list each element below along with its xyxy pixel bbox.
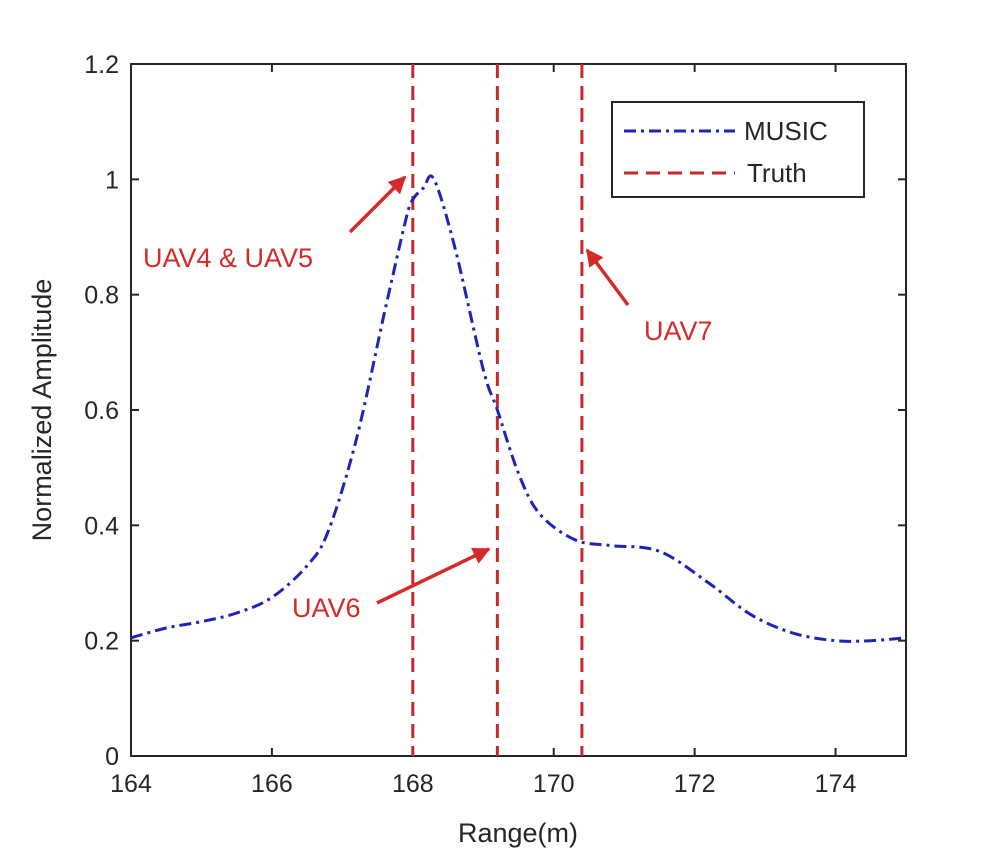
annotation-label-uav7: UAV7 [644,316,713,346]
annotation-arrow-uav6 [376,547,491,605]
x-tick-label: 172 [674,770,716,798]
axis-ticks [130,63,906,757]
y-tick-labels: 0 0.2 0.4 0.6 0.8 1 1.2 [84,51,119,771]
legend: MUSIC Truth [611,101,865,198]
y-tick-label: 1 [105,166,119,194]
legend-truth-label: Truth [747,158,807,188]
legend-box [611,101,865,198]
y-tick-label: 0.2 [84,628,119,656]
x-tick-label: 166 [251,770,293,798]
annotation-label-uav45: UAV4 & UAV5 [143,243,313,273]
annotation-label-uav6: UAV6 [292,593,361,623]
y-tick-label: 0 [105,743,119,771]
x-tick-label: 174 [815,770,857,798]
legend-music-label: MUSIC [744,116,828,146]
y-tick-label: 1.2 [84,51,119,79]
y-tick-label: 0.8 [84,282,119,310]
x-tick-label: 168 [392,770,434,798]
annotation-arrow-uav45 [348,175,407,234]
x-axis-title: Range(m) [458,818,578,848]
music-series-line [130,174,907,643]
y-tick-label: 0.6 [84,397,119,425]
annotation-arrow-uav7 [585,248,630,307]
x-tick-label: 170 [533,770,575,798]
x-tick-label: 164 [110,770,152,798]
y-tick-label: 0.4 [84,512,119,540]
x-tick-labels: 164 166 168 170 172 174 [110,770,856,798]
truth-series [411,64,584,756]
annotations: UAV4 & UAV5 UAV6 UAV7 [143,175,713,623]
y-axis-title: Normalized Amplitude [27,279,57,542]
